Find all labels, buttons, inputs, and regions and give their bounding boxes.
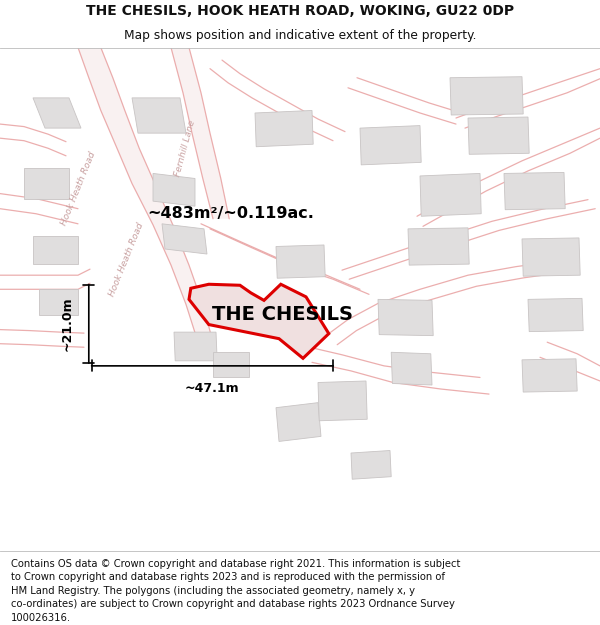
Polygon shape [351,451,391,479]
Polygon shape [522,359,577,392]
Polygon shape [153,173,195,206]
Polygon shape [33,98,81,128]
Text: THE CHESILS: THE CHESILS [212,305,353,324]
Polygon shape [504,173,565,210]
Polygon shape [378,299,433,336]
Polygon shape [408,228,469,265]
Polygon shape [360,126,421,165]
Text: ~47.1m: ~47.1m [185,382,240,395]
Polygon shape [318,381,367,421]
Polygon shape [276,402,321,441]
Polygon shape [255,111,313,147]
Text: Contains OS data © Crown copyright and database right 2021. This information is : Contains OS data © Crown copyright and d… [11,559,460,623]
Polygon shape [450,77,523,115]
Text: Map shows position and indicative extent of the property.: Map shows position and indicative extent… [124,29,476,42]
Polygon shape [78,48,213,342]
Text: Fernhill Lane: Fernhill Lane [173,119,197,178]
Polygon shape [420,173,481,216]
Polygon shape [468,117,529,154]
Polygon shape [174,332,217,361]
Polygon shape [522,238,580,276]
Polygon shape [33,236,78,264]
Polygon shape [24,168,69,199]
Polygon shape [171,48,229,219]
Text: ~483m²/~0.119ac.: ~483m²/~0.119ac. [147,206,314,221]
Text: ~21.0m: ~21.0m [61,296,74,351]
Polygon shape [391,352,432,385]
Text: THE CHESILS, HOOK HEATH ROAD, WOKING, GU22 0DP: THE CHESILS, HOOK HEATH ROAD, WOKING, GU… [86,4,514,18]
Text: Hook Heath Road: Hook Heath Road [59,151,97,227]
Polygon shape [189,284,329,358]
Polygon shape [276,245,325,278]
Polygon shape [213,352,249,377]
Text: Hook Heath Road: Hook Heath Road [107,221,145,298]
Polygon shape [132,98,186,133]
Polygon shape [162,224,207,254]
Polygon shape [39,289,78,316]
Polygon shape [528,298,583,332]
